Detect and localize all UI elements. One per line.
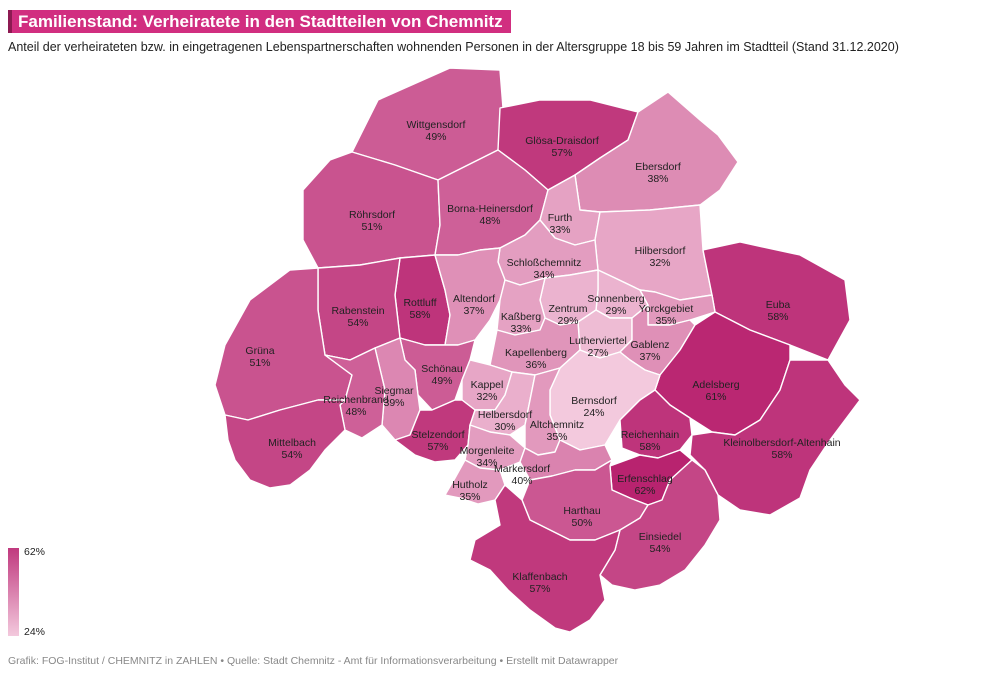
- legend-max-label: 62%: [24, 546, 46, 558]
- district-value-siegmar: 39%: [383, 397, 404, 409]
- district-value-kleinolbersdorf: 58%: [771, 449, 792, 461]
- district-name-luther: Lutherviertel: [569, 335, 627, 347]
- district-value-rabenstein: 54%: [347, 317, 368, 329]
- district-name-hilbersdorf: Hilbersdorf: [635, 245, 686, 257]
- district-name-siegmar: Siegmar: [374, 385, 414, 397]
- district-value-borna: 48%: [479, 215, 500, 227]
- district-name-yorck: Yorckgebiet: [639, 303, 694, 315]
- district-name-euba: Euba: [766, 299, 791, 311]
- district-name-altendorf: Altendorf: [453, 293, 495, 305]
- district-value-klaffenbach: 57%: [529, 583, 550, 595]
- district-name-kappel: Kappel: [471, 379, 504, 391]
- district-name-gruena: Grüna: [245, 345, 274, 357]
- legend-gradient: [8, 548, 19, 636]
- district-name-harthau: Harthau: [563, 505, 601, 517]
- district-value-gruena: 51%: [249, 357, 270, 369]
- district-value-rottluff: 58%: [409, 309, 430, 321]
- district-name-rabenstein: Rabenstein: [331, 305, 384, 317]
- district-value-bernsdorf: 24%: [583, 407, 604, 419]
- footer-credits: Grafik: FOG-Institut / CHEMNITZ in ZAHLE…: [8, 655, 619, 667]
- district-layer: [214, 67, 861, 633]
- district-value-adelsberg: 61%: [705, 391, 726, 403]
- district-value-luther: 27%: [587, 347, 608, 359]
- district-value-reichenhain: 58%: [639, 441, 660, 453]
- district-name-klaffenbach: Klaffenbach: [512, 571, 567, 583]
- district-value-erfenschlag: 62%: [634, 485, 655, 497]
- district-value-stelzendorf: 57%: [427, 441, 448, 453]
- district-name-adelsberg: Adelsberg: [692, 379, 739, 391]
- district-value-sonnenberg: 29%: [605, 305, 626, 317]
- district-name-morgenleite: Morgenleite: [460, 445, 515, 457]
- district-reichenbrand[interactable]: [324, 347, 386, 439]
- district-value-mittelbach: 54%: [281, 449, 302, 461]
- district-mittelbach[interactable]: [224, 399, 346, 489]
- district-name-bernsdorf: Bernsdorf: [571, 395, 617, 407]
- district-value-gablenz: 37%: [639, 351, 660, 363]
- district-name-mittelbach: Mittelbach: [268, 437, 316, 449]
- district-name-borna: Borna-Heinersdorf: [447, 203, 533, 215]
- district-value-altendorf: 37%: [463, 305, 484, 317]
- district-name-stelzendorf: Stelzendorf: [411, 429, 464, 441]
- district-klaffenbach[interactable]: [469, 484, 621, 633]
- district-name-helbersdorf: Helbersdorf: [478, 409, 532, 421]
- district-value-reichenbrand: 48%: [345, 406, 366, 418]
- district-name-altchemnitz: Altchemnitz: [530, 419, 584, 431]
- district-name-schloss: Schloßchemnitz: [507, 257, 582, 269]
- district-name-schoenau: Schönau: [421, 363, 463, 375]
- district-value-furth: 33%: [549, 224, 570, 236]
- district-name-furth: Furth: [548, 212, 573, 224]
- district-name-markersdorf: Markersdorf: [494, 463, 550, 475]
- district-value-einsiedel: 54%: [649, 543, 670, 555]
- legend-min-label: 24%: [24, 626, 46, 638]
- district-name-gablenz: Gablenz: [630, 339, 669, 351]
- district-name-rottluff: Rottluff: [403, 297, 436, 309]
- district-value-hilbersdorf: 32%: [649, 257, 670, 269]
- district-value-helbersdorf: 30%: [494, 421, 515, 433]
- district-altendorf[interactable]: [434, 247, 506, 346]
- district-value-kappel: 32%: [476, 391, 497, 403]
- district-name-einsiedel: Einsiedel: [639, 531, 682, 543]
- district-value-yorck: 35%: [655, 315, 676, 327]
- district-value-morgenleite: 34%: [476, 457, 497, 469]
- district-value-schoenau: 49%: [431, 375, 452, 387]
- district-value-altchemnitz: 35%: [546, 431, 567, 443]
- district-value-kassberg: 33%: [510, 323, 531, 335]
- chart-subtitle: Anteil der verheirateten bzw. in eingetr…: [8, 40, 899, 54]
- district-name-zentrum: Zentrum: [548, 303, 587, 315]
- district-name-kapellenberg: Kapellenberg: [505, 347, 567, 359]
- district-name-reichenbrand: Reichenbrand: [323, 394, 389, 406]
- district-value-harthau: 50%: [571, 517, 592, 529]
- district-name-reichenhain: Reichenhain: [621, 429, 680, 441]
- district-value-markersdorf: 40%: [511, 475, 532, 487]
- district-name-kleinolbersdorf: Kleinolbersdorf-Altenhain: [723, 437, 840, 449]
- district-value-zentrum: 29%: [557, 315, 578, 327]
- district-value-schloss: 34%: [533, 269, 554, 281]
- district-value-kapellenberg: 36%: [525, 359, 546, 371]
- district-name-erfenschlag: Erfenschlag: [617, 473, 673, 485]
- district-name-wittgensdorf: Wittgensdorf: [407, 119, 466, 131]
- title-accent: [8, 10, 12, 33]
- district-name-gloesa: Glösa-Draisdorf: [525, 135, 599, 147]
- district-value-wittgensdorf: 49%: [425, 131, 446, 143]
- district-value-gloesa: 57%: [551, 147, 572, 159]
- district-value-hutholz: 35%: [459, 491, 480, 503]
- district-name-sonnenberg: Sonnenberg: [587, 293, 644, 305]
- district-name-roehrsdorf: Röhrsdorf: [349, 209, 395, 221]
- chart-title: Familienstand: Verheiratete in den Stadt…: [18, 11, 503, 31]
- district-value-roehrsdorf: 51%: [361, 221, 382, 233]
- district-name-ebersdorf: Ebersdorf: [635, 161, 681, 173]
- district-name-hutholz: Hutholz: [452, 479, 488, 491]
- district-name-kassberg: Kaßberg: [501, 311, 541, 323]
- district-value-ebersdorf: 38%: [647, 173, 668, 185]
- title-bar: Familienstand: Verheiratete in den Stadt…: [8, 10, 511, 33]
- district-stelzendorf[interactable]: [394, 399, 476, 463]
- district-value-euba: 58%: [767, 311, 788, 323]
